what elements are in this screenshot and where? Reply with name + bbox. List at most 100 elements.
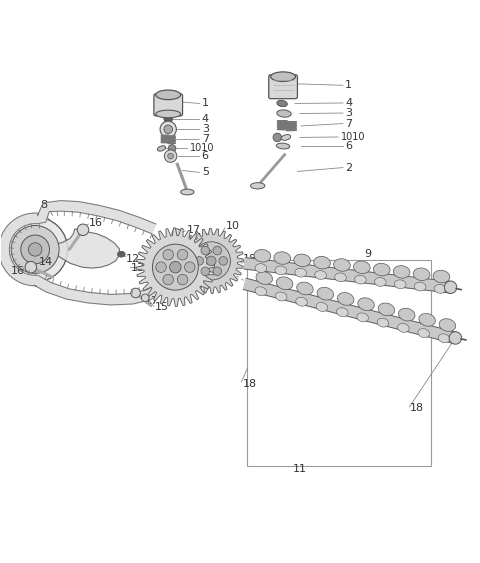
Circle shape xyxy=(177,274,188,285)
Text: 16: 16 xyxy=(11,266,25,276)
Text: 5: 5 xyxy=(202,167,209,177)
Text: 1010: 1010 xyxy=(340,132,365,142)
Text: 2: 2 xyxy=(345,163,352,173)
Polygon shape xyxy=(136,228,215,306)
Ellipse shape xyxy=(251,182,265,189)
Ellipse shape xyxy=(439,319,456,332)
Ellipse shape xyxy=(271,72,296,82)
Ellipse shape xyxy=(395,280,406,289)
Ellipse shape xyxy=(277,110,291,117)
Text: 12: 12 xyxy=(126,253,140,263)
Circle shape xyxy=(131,288,141,298)
Circle shape xyxy=(21,235,49,264)
Ellipse shape xyxy=(118,251,125,257)
FancyBboxPatch shape xyxy=(154,94,182,116)
Circle shape xyxy=(164,125,172,133)
Circle shape xyxy=(172,229,181,238)
Ellipse shape xyxy=(255,287,266,296)
Circle shape xyxy=(156,262,166,272)
Polygon shape xyxy=(0,200,159,305)
Ellipse shape xyxy=(276,143,290,149)
Ellipse shape xyxy=(393,266,410,278)
Ellipse shape xyxy=(419,314,435,326)
Circle shape xyxy=(184,262,195,272)
Text: 7: 7 xyxy=(202,135,209,144)
Ellipse shape xyxy=(433,270,450,283)
Ellipse shape xyxy=(256,271,273,284)
Text: 6: 6 xyxy=(202,151,209,161)
Text: 16: 16 xyxy=(89,218,103,228)
Circle shape xyxy=(195,257,204,265)
Ellipse shape xyxy=(156,110,180,118)
Circle shape xyxy=(164,150,177,162)
Ellipse shape xyxy=(418,329,430,338)
Polygon shape xyxy=(46,229,120,268)
Ellipse shape xyxy=(254,249,271,262)
Ellipse shape xyxy=(373,263,390,276)
Circle shape xyxy=(163,249,173,260)
Circle shape xyxy=(168,145,176,152)
Ellipse shape xyxy=(276,277,293,289)
Text: 15: 15 xyxy=(196,234,210,243)
Ellipse shape xyxy=(397,323,409,332)
Ellipse shape xyxy=(316,302,328,311)
Circle shape xyxy=(178,238,185,245)
Ellipse shape xyxy=(297,282,313,295)
Circle shape xyxy=(201,246,210,255)
Ellipse shape xyxy=(414,282,426,291)
Circle shape xyxy=(213,267,222,276)
Ellipse shape xyxy=(317,287,334,300)
Text: 13: 13 xyxy=(131,263,145,273)
Circle shape xyxy=(28,243,42,256)
Text: 1010: 1010 xyxy=(190,144,214,154)
Circle shape xyxy=(169,261,181,273)
Text: 18: 18 xyxy=(410,403,424,413)
Ellipse shape xyxy=(438,334,450,343)
Circle shape xyxy=(160,121,176,137)
Text: 1: 1 xyxy=(202,99,209,109)
Text: 17: 17 xyxy=(186,225,201,235)
Ellipse shape xyxy=(398,308,415,321)
Circle shape xyxy=(25,261,36,273)
Circle shape xyxy=(11,226,59,274)
Polygon shape xyxy=(179,229,244,293)
Ellipse shape xyxy=(295,269,307,277)
Text: 3: 3 xyxy=(345,108,352,118)
Ellipse shape xyxy=(434,284,446,293)
Ellipse shape xyxy=(413,268,430,280)
Circle shape xyxy=(201,267,210,276)
Circle shape xyxy=(164,114,172,123)
Ellipse shape xyxy=(276,292,287,301)
Text: 7: 7 xyxy=(345,119,352,128)
Text: 17: 17 xyxy=(145,296,159,306)
Circle shape xyxy=(168,153,173,159)
Circle shape xyxy=(206,256,216,266)
Text: 4: 4 xyxy=(345,98,352,108)
Ellipse shape xyxy=(378,303,395,316)
Text: 14: 14 xyxy=(39,257,53,267)
Text: 1: 1 xyxy=(345,81,352,90)
Circle shape xyxy=(2,217,68,282)
Ellipse shape xyxy=(374,278,386,287)
Circle shape xyxy=(177,249,188,260)
Ellipse shape xyxy=(281,135,290,140)
Polygon shape xyxy=(244,258,451,293)
Ellipse shape xyxy=(357,313,369,322)
Text: 3: 3 xyxy=(202,124,209,135)
Ellipse shape xyxy=(336,308,348,316)
Ellipse shape xyxy=(335,273,347,282)
Ellipse shape xyxy=(255,263,267,272)
Text: 4: 4 xyxy=(202,114,209,124)
Text: 8: 8 xyxy=(40,200,47,210)
Ellipse shape xyxy=(355,275,366,284)
Ellipse shape xyxy=(294,254,311,267)
Text: 10: 10 xyxy=(187,278,201,288)
Circle shape xyxy=(273,133,282,142)
Text: 15: 15 xyxy=(155,302,169,312)
Ellipse shape xyxy=(353,261,370,274)
Text: 18: 18 xyxy=(242,379,256,390)
Circle shape xyxy=(219,257,228,265)
FancyBboxPatch shape xyxy=(269,75,298,99)
Polygon shape xyxy=(243,278,457,343)
Text: 6: 6 xyxy=(345,141,352,151)
